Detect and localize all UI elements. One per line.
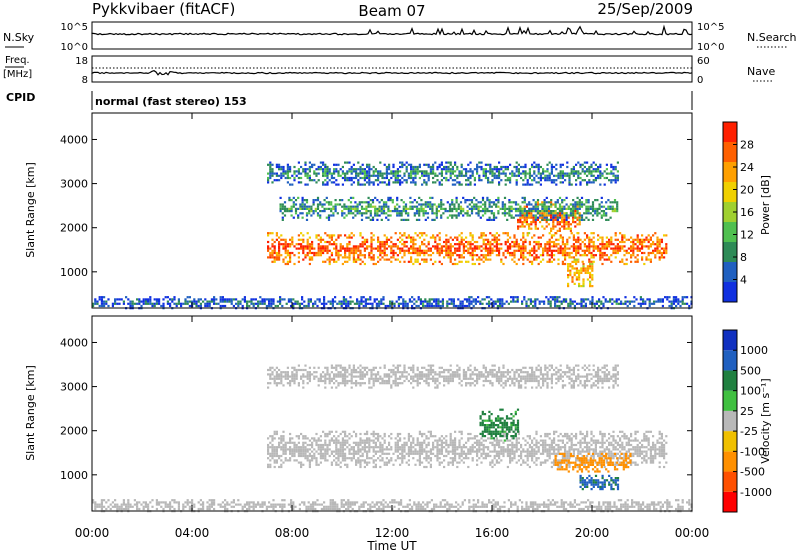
nsky-strip: N.Sky 10^5 10^0 10^5 10^0 N.Search — [3, 21, 797, 53]
velocity-colorbar-label: Velocity [m s⁻¹] — [759, 378, 772, 463]
colorbar-swatch — [723, 242, 737, 262]
colorbar-tick-label: 1000 — [740, 344, 768, 357]
scatter-region — [567, 258, 594, 288]
nsky-tick-bottom: 10^0 — [61, 42, 88, 53]
time-tick-label: 20:00 — [575, 526, 610, 540]
colorbar-tick-label: 24 — [740, 161, 754, 174]
colorbar-swatch — [723, 471, 737, 492]
colorbar-tick-label: 100 — [740, 385, 761, 398]
nsky-line — [91, 24, 693, 36]
scatter-region — [479, 408, 520, 442]
colorbar-tick-label: -1000 — [740, 486, 772, 499]
y-tick-label: 1000 — [60, 266, 88, 279]
scatter-region — [579, 474, 620, 491]
freq-label: Freq. — [5, 55, 30, 66]
time-tick-label: 00:00 — [675, 526, 710, 540]
cpid-label: CPID — [6, 91, 35, 104]
time-tick-label: 04:00 — [175, 526, 210, 540]
colorbar-tick-label: -500 — [740, 466, 765, 479]
scatter-region — [279, 196, 619, 221]
scatter-region — [554, 452, 632, 473]
time-tick-label: 12:00 — [375, 526, 410, 540]
time-tick-label: 16:00 — [475, 526, 510, 540]
nsky-label: N.Sky — [3, 31, 35, 44]
colorbar-swatch — [723, 410, 737, 432]
time-tick-label: 08:00 — [275, 526, 310, 540]
colorbar-swatch — [723, 122, 737, 142]
power-heatmap — [92, 161, 693, 310]
colorbar-tick-label: 16 — [740, 206, 754, 219]
time-xlabel: Time UT — [366, 539, 417, 553]
colorbar-tick-label: 500 — [740, 364, 761, 377]
nsearch-tick-top: 10^5 — [697, 22, 724, 33]
freq-line — [91, 70, 693, 76]
colorbar-frame — [722, 329, 738, 513]
velocity-y-axis: 1000 2000 3000 4000 — [60, 336, 692, 482]
freq-trace — [91, 67, 693, 76]
beam-title: Beam 07 — [358, 2, 425, 20]
colorbar-swatch — [723, 451, 737, 472]
y-tick-label: 4000 — [60, 133, 88, 146]
velocity-colorbar: 1000 500 100 25 -25 -100 -500 -1000 — [722, 329, 772, 513]
colorbar-swatch — [723, 491, 737, 512]
y-tick-label: 3000 — [60, 178, 88, 191]
freq-tick-bottom: 8 — [82, 75, 88, 86]
colorbar-swatch — [723, 222, 737, 242]
power-colorbar: 4 8 12 16 20 24 28 — [722, 121, 754, 303]
y-tick-label: 2000 — [60, 222, 88, 235]
scatter-region — [92, 499, 693, 513]
nave-tick-top: 60 — [697, 56, 710, 67]
date-title: 25/Sep/2009 — [597, 0, 693, 18]
velocity-heatmap — [92, 364, 693, 513]
colorbar-tick-label: 25 — [740, 405, 754, 418]
colorbar-tick-label: 12 — [740, 229, 754, 242]
nsky-tick-top: 10^5 — [61, 22, 88, 33]
power-panel: 1000 2000 3000 4000 Slant Range [km] — [24, 112, 693, 310]
colorbar-swatch — [723, 282, 737, 302]
scatter-region — [267, 364, 619, 389]
colorbar-swatch — [723, 202, 737, 222]
y-tick-label: 3000 — [60, 381, 88, 394]
colorbar-swatch — [723, 370, 737, 391]
power-y-axis: 1000 2000 3000 4000 — [60, 133, 692, 279]
nave-label: Nave — [747, 65, 775, 78]
nsearch-tick-bottom: 10^0 — [697, 42, 724, 53]
colorbar-swatch — [723, 431, 737, 452]
colorbar-swatch — [723, 350, 737, 371]
colorbar-tick-label: 28 — [740, 139, 754, 152]
colorbar-tick-label: 20 — [740, 184, 754, 197]
scatter-region — [267, 161, 619, 186]
freq-tick-top: 18 — [75, 56, 88, 67]
cpid-text: normal (fast stereo) 153 — [95, 95, 247, 108]
colorbar-swatch — [723, 182, 737, 202]
nsearch-label: N.Search — [747, 31, 797, 44]
nave-tick-bottom: 0 — [697, 75, 703, 86]
power-ylabel: Slant Range [km] — [24, 162, 37, 258]
colorbar-swatch — [723, 262, 737, 282]
velocity-panel: 1000 2000 3000 4000 Slant Range [km] — [24, 315, 693, 513]
freq-strip: Freq. [MHz] 18 8 60 0 Nave — [3, 55, 775, 86]
scatter-region — [267, 232, 668, 266]
y-tick-label: 1000 — [60, 469, 88, 482]
scatter-region — [267, 430, 668, 469]
velocity-ylabel: Slant Range [km] — [24, 365, 37, 461]
y-tick-label: 4000 — [60, 336, 88, 349]
colorbar-swatch — [723, 142, 737, 162]
nsky-trace — [91, 24, 693, 36]
power-colorbar-label: Power [dB] — [759, 175, 772, 235]
time-tick-label: 00:00 — [75, 526, 110, 540]
time-axis: 00:00 04:00 08:00 12:00 16:00 20:00 00:00 — [75, 113, 710, 540]
colorbar-tick-label: -100 — [740, 445, 765, 458]
y-tick-label: 2000 — [60, 425, 88, 438]
colorbar-swatch — [723, 390, 737, 411]
freq-unit: [MHz] — [3, 69, 32, 80]
colorbar-tick-label: 8 — [740, 251, 747, 264]
colorbar-tick-label: 4 — [740, 274, 747, 287]
colorbar-swatch — [723, 162, 737, 182]
station-title: Pykkvibaer (fitACF) — [92, 0, 235, 18]
colorbar-swatch — [723, 330, 737, 351]
colorbar-tick-label: -25 — [740, 425, 758, 438]
